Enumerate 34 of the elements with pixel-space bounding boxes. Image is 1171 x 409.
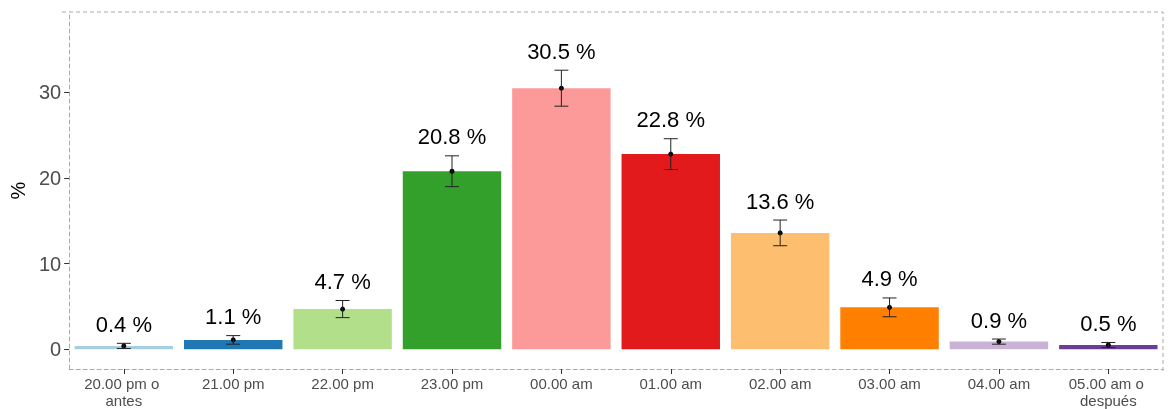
x-tick-label: 04.00 am	[967, 375, 1031, 392]
x-tick-label: 03.00 am	[858, 375, 921, 392]
y-tick-label: 10	[38, 252, 62, 275]
bar	[1059, 345, 1158, 350]
bar	[949, 341, 1049, 350]
data-label: 0.4 %	[95, 311, 152, 337]
bar	[184, 339, 283, 350]
y-axis-title: %	[7, 181, 29, 200]
bar	[512, 88, 611, 350]
data-label: 13.6 %	[745, 188, 815, 214]
x-tick-label: 00.00 am	[530, 375, 593, 392]
data-label: 4.7 %	[314, 269, 371, 295]
bar	[402, 171, 502, 350]
data-label: 22.8 %	[636, 107, 706, 133]
bar	[730, 232, 830, 350]
data-label: 0.5 %	[1080, 310, 1137, 336]
x-tick-label: 20.00 pm o antes	[84, 375, 164, 409]
data-label: 20.8 %	[417, 124, 487, 150]
x-tick-label: 02.00 am	[748, 375, 812, 392]
data-label: 30.5 %	[527, 38, 596, 64]
y-tick-label: 20	[38, 167, 62, 190]
x-tick-label: 01.00 am	[639, 375, 703, 392]
x-tick-label: 22.00 pm	[311, 375, 374, 392]
y-tick-label: 0	[50, 338, 62, 361]
x-tick-label: 21.00 pm	[201, 375, 265, 392]
y-tick-label: 30	[38, 81, 62, 104]
x-tick-label: 23.00 pm	[420, 375, 484, 392]
x-tick-label: 05.00 am o después	[1068, 375, 1148, 409]
data-label: 1.1 %	[205, 304, 262, 330]
bar	[293, 309, 392, 350]
data-label: 0.9 %	[970, 307, 1028, 333]
bar	[840, 307, 939, 350]
data-label: 4.9 %	[861, 266, 918, 292]
bar	[621, 154, 720, 350]
